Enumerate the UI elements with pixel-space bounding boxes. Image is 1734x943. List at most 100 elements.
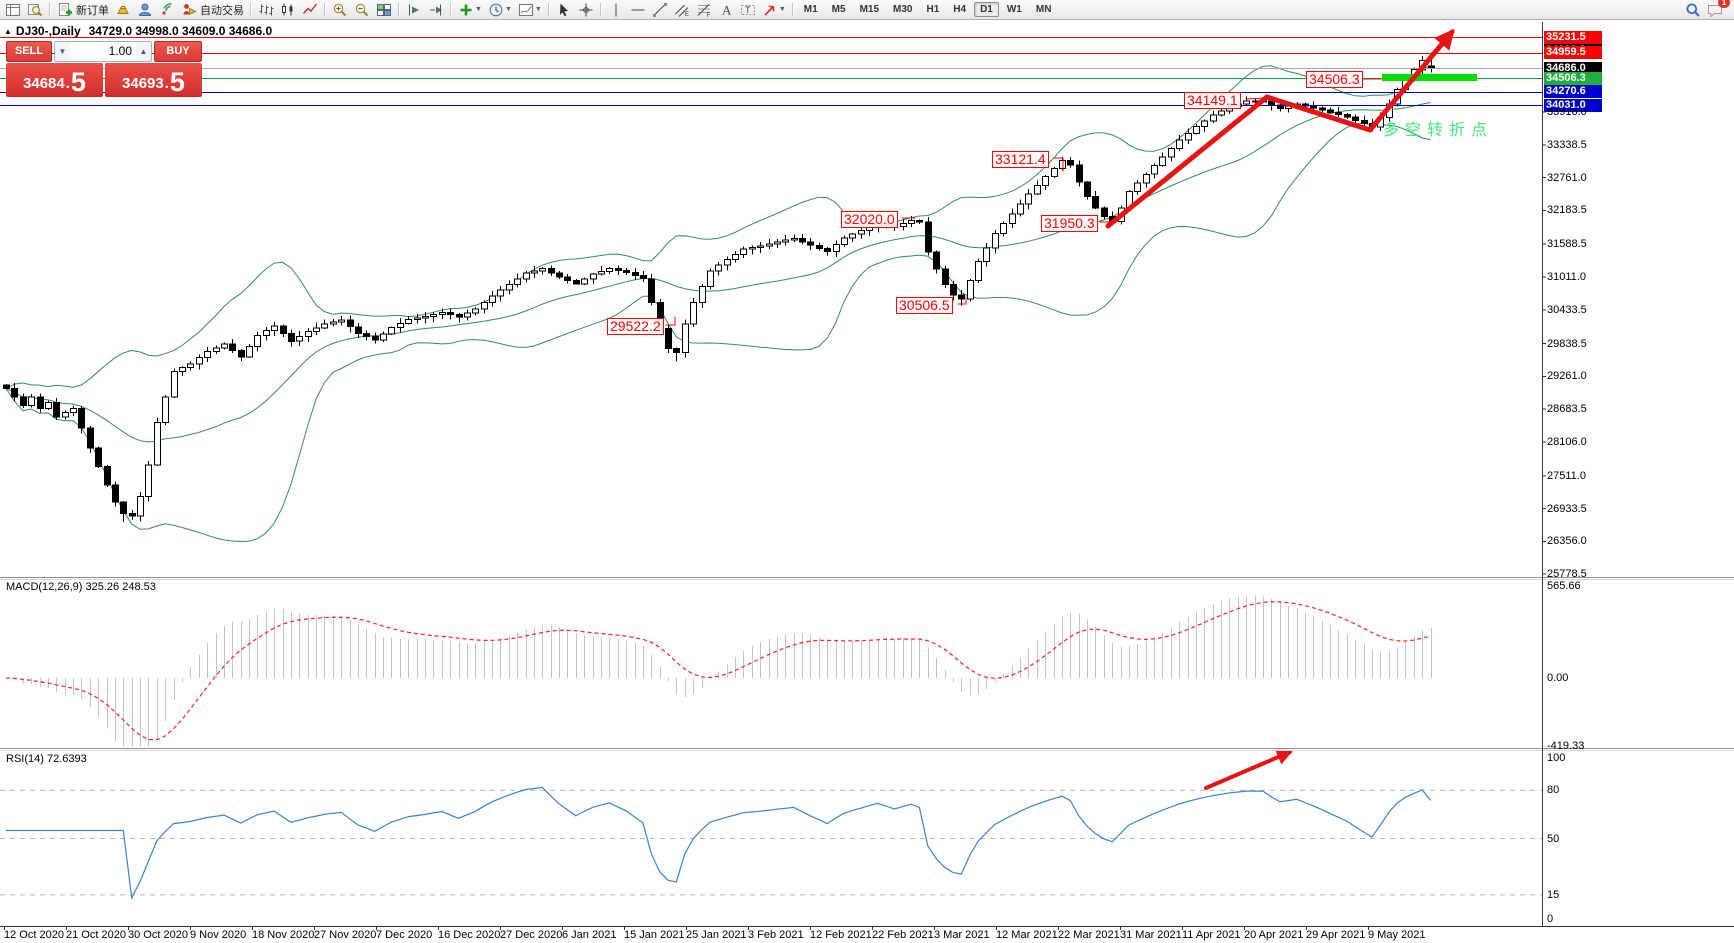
annotation-connector-1[interactable] (1245, 97, 1265, 100)
dropdown-arrow-icon[interactable]: ▼ (778, 6, 786, 13)
gold-button[interactable] (112, 0, 134, 20)
buy-button[interactable]: BUY (154, 41, 202, 62)
tile-windows-button[interactable] (373, 0, 395, 20)
timeframe-w1[interactable]: W1 (1006, 4, 1022, 15)
volume-stepper[interactable]: ▼ 1.00 ▲ (54, 41, 152, 62)
timeframe-d1[interactable]: D1 (974, 2, 999, 17)
date-axis-label[interactable]: 6 Jan 2021 (562, 929, 617, 941)
rsi-axis-label[interactable]: 80 (1547, 784, 1560, 797)
price-axis-label[interactable]: 25778.5 (1547, 568, 1587, 581)
sell-button[interactable]: SELL (6, 41, 52, 62)
chart-shift-button[interactable] (425, 0, 447, 20)
price-axis-label[interactable]: 30433.5 (1547, 303, 1587, 316)
date-axis-label[interactable]: 9 Nov 2020 (190, 929, 247, 941)
date-axis-label[interactable]: 3 Mar 2021 (934, 929, 990, 941)
notifications-button[interactable]: 1 (1704, 0, 1730, 20)
price-annotation-31950.3[interactable]: 31950.3 (1041, 215, 1098, 232)
volume-input[interactable]: 1.00 (108, 44, 132, 58)
dropdown-arrow-icon[interactable]: ▼ (475, 6, 482, 13)
macd-axis-label[interactable]: 565.66 (1547, 580, 1581, 593)
price-axis-label[interactable]: 31011.0 (1547, 271, 1586, 283)
date-axis-label[interactable]: 30 Oct 2020 (128, 929, 188, 941)
date-axis-label[interactable]: 31 Mar 2021 (1120, 929, 1182, 941)
community-button[interactable] (134, 0, 156, 20)
dropdown-arrow-icon[interactable]: ▼ (504, 6, 512, 13)
price-annotation-30506.5[interactable]: 30506.5 (896, 297, 953, 314)
timeframe-m1[interactable]: M1 (803, 4, 818, 15)
timeframe-m30[interactable]: M30 (893, 4, 913, 15)
price-axis-label[interactable]: 33916.0 (1547, 106, 1587, 118)
search-button[interactable] (1682, 0, 1704, 20)
templates-button[interactable]: ▼ (515, 0, 545, 20)
price-axis-label[interactable]: 28683.5 (1547, 403, 1587, 416)
line-chart-button[interactable] (299, 0, 321, 20)
trend-arrow[interactable] (1105, 28, 1455, 229)
price-axis-label[interactable]: 29838.5 (1547, 337, 1587, 350)
dropdown-arrow-icon[interactable]: ▼ (534, 6, 542, 13)
date-axis-label[interactable]: 11 Apr 2021 (1182, 929, 1241, 941)
indicators-button[interactable]: ▼ (455, 0, 485, 20)
price-axis-label[interactable]: 33338.5 (1547, 138, 1587, 151)
price-axis-label[interactable]: 29261.0 (1547, 370, 1587, 383)
rsi-axis-label[interactable]: 0 (1547, 913, 1554, 925)
rsi-axis-label[interactable]: 50 (1547, 832, 1560, 845)
volume-increase-icon[interactable]: ▲ (136, 42, 151, 61)
auto-scroll-button[interactable] (403, 0, 425, 20)
hline-button[interactable] (627, 0, 649, 20)
price-annotation-32020.0[interactable]: 32020.0 (841, 211, 898, 228)
timeframe-m15[interactable]: M15 (859, 4, 880, 15)
annotation-connector-2[interactable] (1053, 157, 1064, 172)
fibonacci-button[interactable]: F (693, 0, 715, 20)
date-axis-label[interactable]: 21 Oct 2020 (66, 929, 126, 941)
crosshair-button[interactable] (575, 0, 597, 20)
date-axis-label[interactable]: 18 Nov 2020 (252, 929, 315, 941)
channel-button[interactable]: E (671, 0, 693, 20)
date-axis-label[interactable]: 27 Nov 2020 (314, 929, 377, 941)
vline-button[interactable] (605, 0, 627, 20)
price-axis-label[interactable]: 28106.0 (1547, 436, 1587, 448)
date-axis-label[interactable]: 3 Feb 2021 (748, 929, 804, 941)
data-window-button[interactable] (24, 0, 46, 20)
volume-decrease-icon[interactable]: ▼ (55, 42, 70, 61)
price-axis-label[interactable]: 32183.5 (1547, 204, 1587, 217)
price-annotation-33121.4[interactable]: 33121.4 (992, 151, 1049, 168)
shapes-button[interactable]: ▼ (759, 0, 789, 20)
macd-axis-label[interactable]: -419.33 (1547, 740, 1585, 752)
sell-price-tile[interactable]: 34684. 5 (6, 63, 103, 97)
date-axis-label[interactable]: 20 Apr 2021 (1244, 929, 1304, 941)
date-axis-label[interactable]: 22 Mar 2021 (1058, 929, 1120, 941)
price-axis-label[interactable]: 31588.5 (1547, 238, 1587, 251)
collapse-trade-panel-icon[interactable]: ▲ (4, 27, 12, 36)
date-axis-label[interactable]: 15 Jan 2021 (624, 929, 685, 941)
date-axis-label[interactable]: 22 Feb 2021 (872, 929, 934, 941)
price-axis-label[interactable]: 32761.0 (1547, 171, 1587, 184)
periods-button[interactable]: ▼ (485, 0, 515, 20)
date-axis-label[interactable]: 25 Jan 2021 (686, 929, 747, 941)
new-order-button[interactable]: 新订单 (54, 0, 112, 20)
buy-price-tile[interactable]: 34693. 5 (105, 63, 202, 97)
signals-button[interactable] (156, 0, 178, 20)
timeframe-mn[interactable]: MN (1035, 4, 1052, 15)
date-axis-label[interactable]: 16 Dec 2020 (438, 929, 501, 941)
annotation-connector-5[interactable] (957, 296, 967, 305)
rsi-axis-label[interactable]: 100 (1547, 752, 1566, 764)
trendline-button[interactable] (649, 0, 671, 20)
zoom-in-button[interactable] (329, 0, 351, 20)
autotrading-button[interactable]: 自动交易 (178, 0, 247, 20)
price-axis-label[interactable]: 26356.0 (1547, 535, 1587, 548)
date-axis-label[interactable]: 12 Feb 2021 (810, 929, 872, 941)
timeframe-h4[interactable]: H4 (953, 4, 967, 15)
date-axis-label[interactable]: 12 Mar 2021 (996, 929, 1058, 941)
timeframe-m5[interactable]: M5 (831, 4, 846, 15)
date-axis-label[interactable]: 7 Dec 2020 (376, 929, 433, 941)
date-axis-label[interactable]: 29 Apr 2021 (1306, 929, 1366, 941)
price-axis-label[interactable]: 27511.0 (1547, 469, 1586, 482)
text-label-button[interactable]: T (737, 0, 759, 20)
text-button[interactable]: A (715, 0, 737, 20)
timeframe-h1[interactable]: H1 (926, 4, 940, 15)
date-axis-label[interactable]: 12 Oct 2020 (4, 929, 64, 941)
cursor-button[interactable] (553, 0, 575, 20)
annotation-connector-6[interactable] (665, 316, 676, 326)
price-axis-label[interactable]: 26933.5 (1547, 502, 1587, 515)
